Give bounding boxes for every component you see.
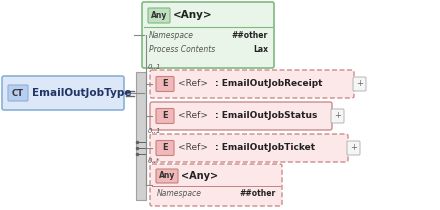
FancyBboxPatch shape [8,85,28,101]
Text: E: E [162,143,168,152]
Text: CT: CT [12,88,24,97]
Text: Namespace: Namespace [149,32,194,41]
Text: Any: Any [159,172,175,181]
Text: E: E [162,112,168,121]
FancyBboxPatch shape [150,70,354,98]
Bar [136,72,146,200]
Text: +: + [356,80,363,88]
Text: 0..1: 0..1 [148,128,161,134]
FancyBboxPatch shape [156,169,178,183]
Text: Lax: Lax [253,46,268,55]
Text: E: E [162,80,168,88]
Text: ##other: ##other [232,32,268,41]
Text: EmailOutJobType: EmailOutJobType [32,88,132,98]
Text: 0..1: 0..1 [148,64,161,70]
Text: <Ref>: <Ref> [178,112,208,121]
FancyBboxPatch shape [156,109,174,123]
FancyBboxPatch shape [2,76,124,110]
Text: +: + [334,112,341,121]
Text: <Ref>: <Ref> [178,80,208,88]
Text: : EmailOutJobStatus: : EmailOutJobStatus [215,112,317,121]
Text: 0..*: 0..* [148,158,161,164]
FancyBboxPatch shape [142,2,274,68]
Text: <Ref>: <Ref> [178,143,208,152]
FancyBboxPatch shape [150,134,348,162]
Text: Namespace: Namespace [157,189,202,198]
Text: ##other: ##other [240,189,276,198]
FancyBboxPatch shape [148,8,170,23]
FancyBboxPatch shape [150,102,332,130]
FancyBboxPatch shape [347,141,360,155]
FancyBboxPatch shape [150,164,282,206]
Text: <Any>: <Any> [181,171,218,181]
FancyBboxPatch shape [331,109,344,123]
Text: +: + [350,143,357,152]
FancyBboxPatch shape [353,77,366,91]
Text: <Any>: <Any> [173,10,213,21]
FancyBboxPatch shape [156,140,174,155]
Text: Any: Any [151,11,167,20]
FancyBboxPatch shape [156,76,174,92]
Text: Process Contents: Process Contents [149,46,215,55]
Text: : EmailOutJobTicket: : EmailOutJobTicket [215,143,315,152]
Text: : EmailOutJobReceipt: : EmailOutJobReceipt [215,80,323,88]
